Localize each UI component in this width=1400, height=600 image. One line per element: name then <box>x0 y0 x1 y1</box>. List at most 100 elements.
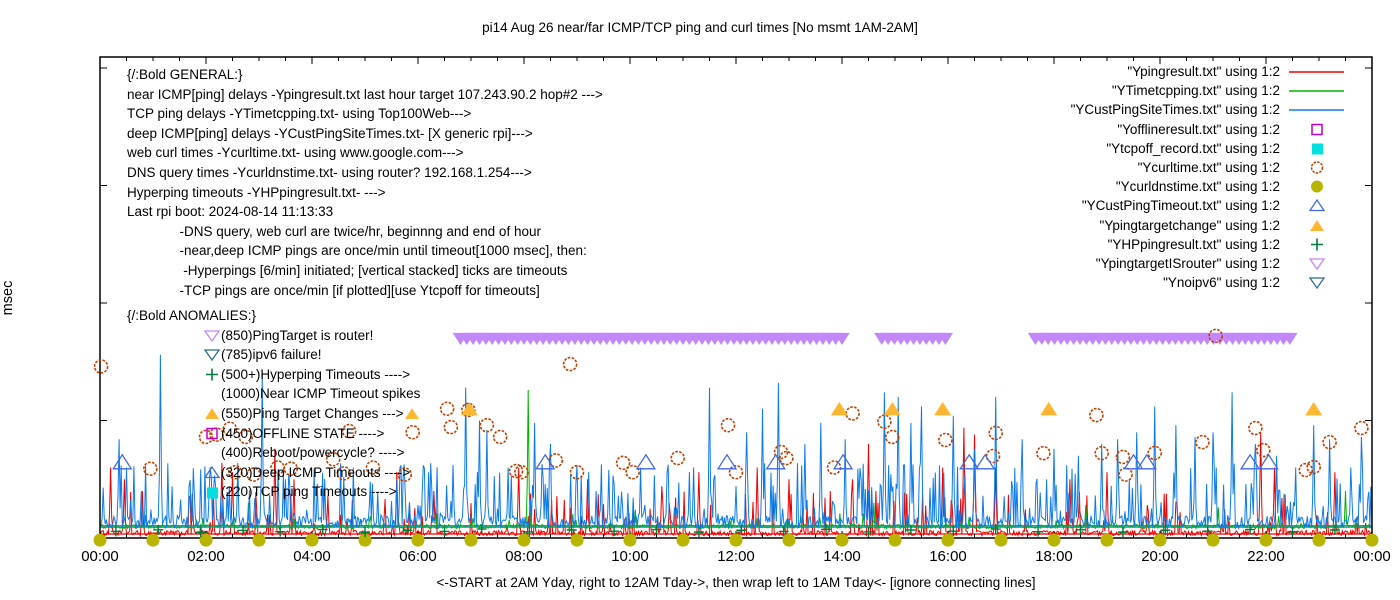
curl-time-marker <box>548 453 564 468</box>
legend-label: "Ynoipv6" using 1:2 <box>1163 275 1280 291</box>
curl-time-marker <box>670 450 686 466</box>
general-line: Hyperping timeouts -YHPpingresult.txt- -… <box>127 184 386 200</box>
curl-time-marker <box>1036 445 1051 461</box>
circle-filled-icon <box>1311 180 1323 193</box>
dns-time-marker <box>1206 533 1220 547</box>
legend-swatch <box>1288 179 1346 195</box>
legend-swatch <box>1288 83 1346 99</box>
deep-icmp-timeout-marker <box>832 453 854 470</box>
anomalies-annotation-block: {/:Bold ANOMALIES:} (850)PingTarget is ro… <box>127 306 421 502</box>
triangle-down-open-icon <box>1308 258 1326 271</box>
deep-icmp-timeout-marker <box>112 453 133 470</box>
deep-icmp-timeout-marker <box>1136 453 1157 470</box>
legend-swatch <box>1288 140 1346 156</box>
anomaly-icon-wrap <box>203 465 221 480</box>
anomaly-row: (320)Deep ICMP Timeouts ----> <box>127 463 421 483</box>
hyperping-marker <box>238 525 249 536</box>
curl-time-marker <box>885 429 900 445</box>
curl-time-marker <box>336 466 352 481</box>
x-tick-label: 12:00 <box>717 548 755 565</box>
square-filled-icon <box>207 487 218 499</box>
legend-entry: "Ycurldnstime.txt" using 1:2 <box>916 177 1346 196</box>
hyperping-marker <box>275 526 286 537</box>
hyperping-marker <box>609 526 620 537</box>
general-line: DNS query times -Ycurldnstime.txt- using… <box>127 164 532 180</box>
x-tick-label: 00:00 <box>1353 548 1391 565</box>
dns-time-marker <box>1047 533 1061 547</box>
curl-time-marker <box>988 425 1004 441</box>
curl-time-marker <box>569 464 585 480</box>
line-icon <box>1289 71 1344 73</box>
dns-time-marker <box>782 533 796 547</box>
hyperping-marker <box>693 527 704 538</box>
curl-time-marker <box>222 421 238 437</box>
square-open-icon <box>1311 123 1323 135</box>
dns-time-marker <box>358 533 372 547</box>
curl-time-marker <box>728 464 744 480</box>
general-line: -DNS query, web curl are twice/hr, begin… <box>127 223 541 239</box>
ping-target-change-marker <box>1040 401 1058 416</box>
x-tick-label: 10:00 <box>611 548 649 565</box>
hyperping-marker <box>317 524 328 535</box>
triangle-up-open-icon <box>203 465 221 479</box>
hyperping-marker <box>1160 525 1171 536</box>
deep-icmp-timeout-marker <box>535 453 556 470</box>
general-line: web curl times -Ycurltime.txt- using www… <box>127 145 464 161</box>
curl-time-marker <box>508 463 524 479</box>
legend-label: "YHPpingresult.txt" using 1:2 <box>1107 236 1280 252</box>
legend-entry: "YCustPingTimeout.txt" using 1:2 <box>916 196 1346 215</box>
ping-target-change-marker <box>460 401 478 416</box>
anomaly-trailing-icon <box>403 406 421 421</box>
anomaly-icon-wrap <box>203 426 221 441</box>
legend: "Ypingresult.txt" using 1:2 "YTimetcpping… <box>916 62 1346 292</box>
hyperping-marker <box>1202 526 1213 537</box>
dns-time-marker <box>199 533 213 547</box>
curl-time-marker <box>246 467 261 482</box>
legend-label: "YpingtargetISrouter" using 1:2 <box>1095 255 1280 271</box>
curl-time-marker <box>1306 459 1321 475</box>
square-filled-icon <box>1312 143 1323 155</box>
scatter-markers <box>93 328 1379 547</box>
curl-time-marker <box>773 444 789 460</box>
deep-icmp-timeout-marker <box>635 453 657 470</box>
curl-time-marker <box>227 464 243 480</box>
legend-entry: "YpingtargetISrouter" using 1:2 <box>916 254 1346 273</box>
legend-swatch <box>1288 102 1346 118</box>
deep-icmp-timeout-marker <box>1239 453 1261 470</box>
curl-time-marker <box>283 461 299 476</box>
legend-entry: "Ypingtargetchange" using 1:2 <box>916 216 1346 235</box>
anomaly-text: (320)Deep ICMP Timeouts ----> <box>221 464 411 480</box>
ping-target-change-marker <box>934 401 952 416</box>
square-open-icon <box>206 427 218 440</box>
general-line: near ICMP[ping] delays -Ypingresult.txt … <box>127 86 603 102</box>
dns-time-marker <box>1365 533 1379 547</box>
anomaly-row: (400)Reboot/powercycle? ----> <box>127 443 421 463</box>
legend-swatch <box>1288 275 1346 291</box>
series-YCustPingSiteTimes.txt <box>100 354 1372 530</box>
legend-swatch <box>1288 255 1346 271</box>
anomaly-row: (220)TCP ping Timeouts ----> <box>127 482 421 502</box>
hyperping-marker <box>778 526 789 537</box>
deep-icmp-timeout-marker <box>716 453 738 470</box>
general-line: -TCP pings are once/min [if plotted][use… <box>127 282 540 298</box>
plus-icon <box>206 368 218 381</box>
deep-icmp-timeout-marker <box>1258 453 1279 470</box>
hyperping-marker <box>863 526 874 537</box>
curl-time-marker <box>405 424 421 440</box>
dns-time-marker <box>146 533 160 547</box>
anomaly-row: (850)PingTarget is router! <box>127 326 421 346</box>
legend-label: "Ycurltime.txt" using 1:2 <box>1137 160 1280 176</box>
dns-time-marker <box>1153 533 1167 547</box>
legend-entry: "YTimetcpping.txt" using 1:2 <box>916 81 1346 100</box>
curl-time-marker <box>625 464 640 480</box>
anomaly-row: (500+)Hyperping Timeouts ----> <box>127 365 421 385</box>
curl-time-marker <box>1322 434 1337 450</box>
dns-time-marker <box>305 533 319 547</box>
curl-time-marker <box>1195 434 1210 450</box>
legend-label: "Ytcpoff_record.txt" using 1:2 <box>1106 140 1280 156</box>
anomaly-icon-wrap <box>203 347 221 362</box>
anomaly-text: (500+)Hyperping Timeouts ----> <box>221 366 411 382</box>
chart-title: pi14 Aug 26 near/far ICMP/TCP ping and c… <box>482 20 918 35</box>
dns-time-marker <box>676 533 690 547</box>
